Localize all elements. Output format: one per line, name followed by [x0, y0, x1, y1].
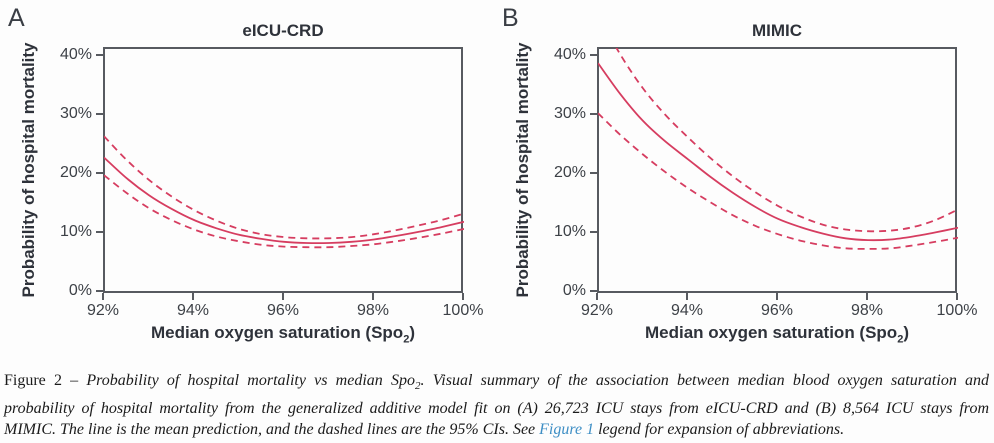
chart-a-title: eICU-CRD [242, 21, 324, 40]
x-tick-mark [372, 293, 374, 300]
y-tick-label: 0% [68, 281, 92, 299]
x-tick-mark [462, 293, 464, 300]
x-tick-label: 94% [670, 302, 704, 319]
x-axis-label: Median oxygen saturation (Spo2) [645, 323, 909, 346]
plot-area-a [103, 47, 464, 293]
x-tick-label: 98% [850, 302, 884, 319]
y-axis-label: Probability of hospital mortality [513, 42, 532, 298]
figure-1-link[interactable]: Figure 1 [539, 421, 595, 439]
mortality-curves-a [104, 135, 464, 249]
y-tick-label: 40% [59, 45, 92, 63]
curve-upper-95-ci [104, 135, 464, 240]
y-tick-label: 10% [59, 222, 92, 240]
x-tick-label: 92% [580, 302, 614, 319]
caption-line-1: Figure 2 – Probability of hospital morta… [4, 372, 990, 393]
x-tick-label: 96% [760, 302, 794, 319]
x-tick-mark [776, 293, 778, 300]
panel-a: A eICU-CRD Probability of hospital morta… [0, 0, 497, 368]
spo2-subscript: 2 [415, 380, 421, 393]
y-tick-label: 40% [553, 45, 586, 63]
mortality-curves-b [598, 48, 958, 250]
y-tick-mark [590, 54, 597, 56]
x-axis-label: Median oxygen saturation (Spo2) [151, 323, 415, 346]
x-tick-mark [956, 293, 958, 300]
caption-title: Probability of hospital mortality vs med… [86, 372, 415, 389]
y-tick-label: 10% [553, 222, 586, 240]
panel-a-letter: A [8, 4, 26, 32]
x-tick-label: 100% [936, 302, 978, 319]
x-tick-mark [866, 293, 868, 300]
y-tick-mark [96, 231, 103, 233]
y-tick-mark [96, 172, 103, 174]
y-tick-label: 30% [59, 104, 92, 122]
chart-b-title: MIMIC [751, 21, 803, 40]
y-tick-label: 0% [562, 281, 586, 299]
y-tick-mark [590, 113, 597, 115]
curve-mean-prediction [598, 62, 958, 242]
caption-line-2: probability of hospital mortality from t… [4, 399, 989, 417]
curve-upper-95-ci [615, 48, 958, 233]
x-tick-label: 98% [356, 302, 390, 319]
curve-lower-95-ci [598, 112, 958, 250]
x-tick-mark [596, 293, 598, 300]
figure-caption: Figure 2 – Probability of hospital morta… [4, 370, 989, 441]
x-tick-label: 96% [266, 302, 300, 319]
y-tick-mark [96, 54, 103, 56]
y-tick-mark [590, 172, 597, 174]
x-tick-label: 92% [86, 302, 120, 319]
spo2-subscript: 2 [403, 333, 410, 346]
y-tick-label: 20% [59, 163, 92, 181]
x-tick-mark [192, 293, 194, 300]
panel-b: B MIMIC Probability of hospital mortalit… [494, 0, 991, 368]
x-tick-mark [102, 293, 104, 300]
caption-line-3: MIMIC. The line is the mean prediction, … [4, 421, 845, 439]
panel-b-letter: B [502, 4, 520, 32]
curve-mean-prediction [104, 156, 464, 245]
x-tick-label: 100% [442, 302, 484, 319]
y-tick-label: 20% [553, 163, 586, 181]
x-tick-mark [686, 293, 688, 300]
x-tick-label: 94% [176, 302, 210, 319]
y-tick-mark [96, 290, 103, 292]
y-tick-mark [590, 290, 597, 292]
curve-lower-95-ci [104, 174, 464, 249]
spo2-subscript: 2 [897, 333, 904, 346]
plot-area-b [597, 47, 958, 293]
y-axis-label: Probability of hospital mortality [19, 42, 38, 298]
y-tick-mark [590, 231, 597, 233]
y-tick-label: 30% [553, 104, 586, 122]
x-tick-mark [282, 293, 284, 300]
y-tick-mark [96, 113, 103, 115]
figure-number: Figure 2 – [4, 372, 87, 389]
